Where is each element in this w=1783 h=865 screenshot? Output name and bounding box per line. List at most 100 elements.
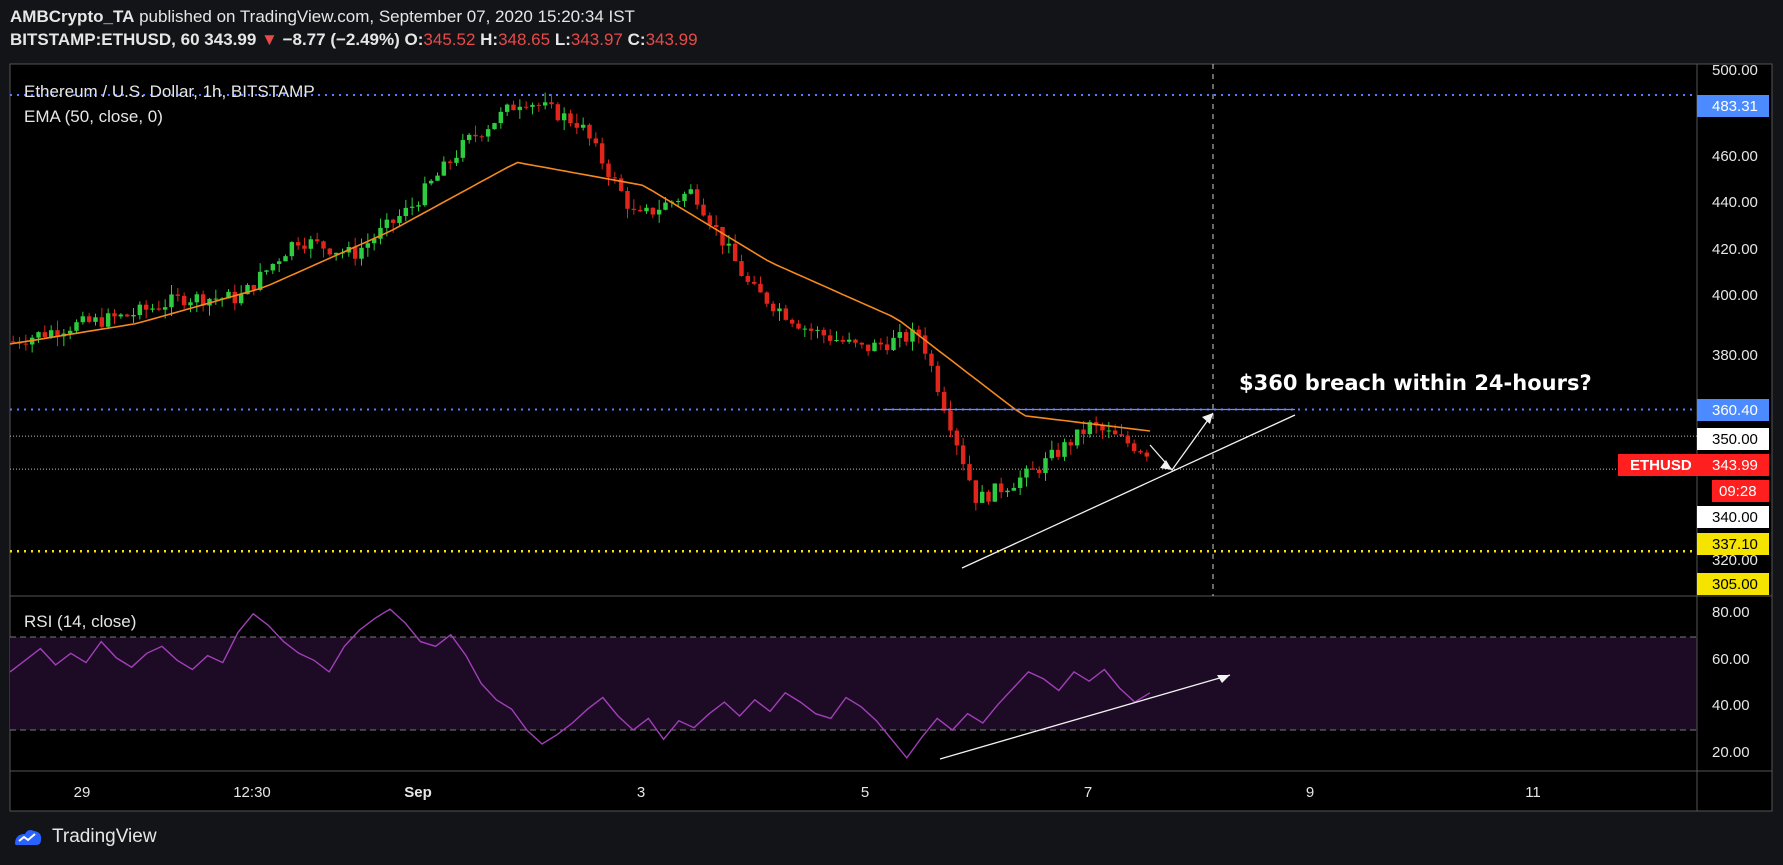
annotation-text: $360 breach within 24-hours? xyxy=(1239,371,1592,395)
candle-up xyxy=(384,219,390,228)
candle-up xyxy=(257,271,263,290)
candle-down xyxy=(1055,449,1061,457)
rsi-label[interactable]: RSI (14, close) xyxy=(24,612,136,631)
close-label: C: xyxy=(627,30,646,49)
symbol-badge-text: ETHUSD xyxy=(1630,457,1692,474)
candle-up xyxy=(435,175,440,181)
candle-down xyxy=(232,291,238,304)
level-badge-483 xyxy=(1697,95,1769,117)
candle-up xyxy=(682,193,687,201)
candle-up xyxy=(517,106,523,111)
candle-up xyxy=(365,243,371,248)
candle-down xyxy=(935,365,941,393)
rsi-band-fill xyxy=(10,637,1697,730)
candle-down xyxy=(1131,443,1137,452)
candle-up xyxy=(542,102,548,106)
ascending-support-trendline[interactable] xyxy=(961,414,1296,569)
candle-up xyxy=(1087,422,1093,435)
rsi-trendline[interactable] xyxy=(939,674,1231,760)
candle-down xyxy=(884,344,890,351)
candle-up xyxy=(276,261,282,264)
candle-up xyxy=(416,205,421,207)
tradingview-brand[interactable]: TradingView xyxy=(12,824,157,850)
candle-down xyxy=(200,294,206,306)
candle-up xyxy=(656,209,662,215)
candle-down xyxy=(606,163,611,178)
tradingview-logo-icon xyxy=(15,830,42,845)
candle-down xyxy=(314,239,320,242)
time-tick: 5 xyxy=(861,784,869,801)
candle-up xyxy=(561,113,567,121)
time-tick: Sep xyxy=(404,784,432,801)
candle-down xyxy=(124,314,130,317)
low-label: L: xyxy=(554,30,571,49)
level-badge-340 xyxy=(1697,506,1769,528)
candle-down xyxy=(612,177,618,179)
publisher-name[interactable]: AMBCrypto_TA xyxy=(10,7,135,26)
candle-up xyxy=(777,308,782,312)
ema-label[interactable]: EMA (50, close, 0) xyxy=(24,107,163,126)
candle-down xyxy=(587,124,592,139)
candle-down xyxy=(922,335,928,354)
candle-up xyxy=(979,491,985,503)
candle-up xyxy=(378,227,383,239)
candle-up xyxy=(397,216,402,223)
candle-down xyxy=(960,445,966,465)
time-tick: 7 xyxy=(1084,784,1092,801)
rsi-tick: 60.00 xyxy=(1712,651,1750,668)
candle-down xyxy=(536,104,542,106)
level-badge-305-text: 305.00 xyxy=(1712,576,1758,593)
candle-up xyxy=(834,339,839,341)
candle-up xyxy=(1074,429,1080,446)
price-tick: 420.00 xyxy=(1712,241,1758,258)
last-price-badge-text: 343.99 xyxy=(1712,457,1758,474)
candle-up xyxy=(891,337,896,351)
candle-down xyxy=(998,483,1004,493)
candle-up xyxy=(530,104,535,107)
candle-up xyxy=(815,329,820,331)
candle-down xyxy=(568,113,573,124)
time-tick: 29 xyxy=(74,784,91,801)
candle-up xyxy=(403,207,409,217)
candle-down xyxy=(599,143,605,164)
candle-down xyxy=(1119,434,1124,436)
time-tick: 12:30 xyxy=(233,784,271,801)
candle-down xyxy=(1125,435,1131,444)
candle-down xyxy=(789,319,795,324)
candle-down xyxy=(295,242,301,246)
candle-down xyxy=(1030,468,1036,470)
candle-up xyxy=(308,239,314,249)
candle-up xyxy=(428,180,434,184)
high-value: 348.65 xyxy=(498,30,551,49)
candle-down xyxy=(1081,429,1086,435)
publish-info: AMBCrypto_TA published on TradingView.co… xyxy=(10,7,635,27)
candle-down xyxy=(713,225,719,227)
open-value: 345.52 xyxy=(423,30,476,49)
candle-up xyxy=(213,298,219,300)
candle-down xyxy=(701,204,706,216)
symbol-quote-line: BITSTAMP:ETHUSD, 60 343.99 ▼ −8.77 (−2.4… xyxy=(10,30,698,50)
candle-up xyxy=(194,294,200,303)
candle-up xyxy=(1106,430,1112,432)
symbol-badge xyxy=(1618,454,1697,476)
candle-up xyxy=(137,304,143,315)
candle-up xyxy=(872,342,877,352)
candle-down xyxy=(764,292,770,304)
candle-up xyxy=(802,328,808,330)
candle-up xyxy=(663,202,668,210)
level-badge-360-text: 360.40 xyxy=(1712,402,1758,419)
candle-up xyxy=(67,330,73,334)
candle-down xyxy=(694,189,700,205)
last-price-badge xyxy=(1697,454,1769,476)
candle-down xyxy=(156,308,162,310)
candle-down xyxy=(973,480,979,503)
candle-down xyxy=(650,207,656,215)
candle-up xyxy=(93,317,98,322)
candle-down xyxy=(473,134,478,137)
candle-up xyxy=(169,294,174,308)
candle-down xyxy=(770,303,776,312)
candle-down xyxy=(1144,452,1150,457)
price-tick: 380.00 xyxy=(1712,347,1758,364)
candle-down xyxy=(865,344,871,352)
